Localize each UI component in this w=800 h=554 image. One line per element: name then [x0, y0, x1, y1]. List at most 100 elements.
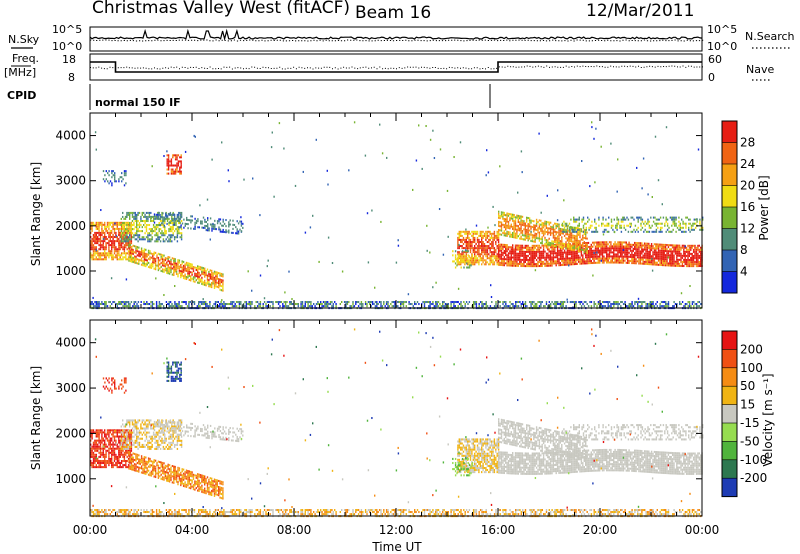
- power-cell: [539, 249, 540, 251]
- power-cell: [666, 248, 667, 250]
- power-cell: [502, 246, 503, 248]
- power-cell: [576, 227, 577, 229]
- power-cell: [550, 222, 551, 224]
- power-cell: [579, 240, 580, 242]
- power-cell: [584, 249, 585, 251]
- power-cell: [651, 243, 652, 245]
- power-cell: [657, 262, 658, 264]
- power-cell: [470, 239, 471, 241]
- power-cell: [147, 238, 148, 240]
- power-cell: [168, 228, 169, 230]
- power-cell: [637, 242, 638, 244]
- power-cell: [179, 226, 180, 228]
- power-cell: [351, 305, 352, 307]
- power-cell: [295, 303, 296, 305]
- power-cell: [96, 242, 97, 244]
- power-cell: [669, 248, 670, 250]
- power-cell: [296, 303, 297, 305]
- power-cell: [125, 252, 126, 254]
- power-cell: [461, 247, 462, 249]
- power-cell: [155, 218, 156, 220]
- power-cell: [203, 227, 204, 229]
- power-cell: [520, 251, 521, 253]
- power-cell: [523, 257, 524, 259]
- power-cell: [520, 238, 521, 240]
- power-cell: [673, 244, 674, 246]
- power-cell: [473, 303, 474, 305]
- power-cell: [103, 303, 104, 305]
- power-cell: [125, 182, 126, 184]
- power-cell: [693, 259, 694, 261]
- power-cell: [499, 244, 500, 246]
- power-cell: [540, 230, 541, 232]
- power-cell: [598, 250, 599, 252]
- power-cell: [560, 246, 561, 248]
- power-cell: [121, 236, 122, 238]
- power-cell: [628, 231, 629, 233]
- power-cell: [97, 240, 98, 242]
- power-cell: [547, 233, 548, 235]
- power-cell: [515, 235, 516, 237]
- power-cell: [656, 231, 657, 233]
- power-cell: [147, 259, 148, 261]
- power-cell: [520, 255, 521, 257]
- power-cell: [468, 241, 469, 243]
- power-cell: [554, 250, 555, 252]
- power-cell: [469, 264, 470, 266]
- power-cell: [682, 245, 683, 247]
- power-cell: [526, 247, 527, 249]
- power-cell: [565, 258, 566, 260]
- power-cell: [139, 236, 140, 238]
- power-cell: [154, 213, 155, 215]
- power-cell: [515, 265, 516, 267]
- power-cell: [168, 264, 169, 266]
- power-cell: [121, 240, 122, 242]
- power-cell: [518, 259, 519, 261]
- power-cell: [137, 220, 138, 222]
- power-cell: [112, 236, 113, 238]
- power-cell: [110, 244, 111, 246]
- power-cell: [105, 244, 106, 246]
- power-cell: [147, 212, 148, 214]
- power-cell: [568, 240, 569, 242]
- power-cell: [563, 254, 564, 256]
- power-cell: [536, 265, 537, 267]
- power-cell: [574, 221, 575, 223]
- power-cell: [203, 283, 204, 285]
- power-cell: [152, 232, 153, 234]
- power-cell: [589, 254, 590, 256]
- power-cell: [606, 243, 607, 245]
- power-cell: [574, 237, 575, 239]
- power-cell: [132, 220, 133, 222]
- power-cell: [114, 223, 115, 225]
- power-cell: [661, 264, 662, 266]
- power-cell: [140, 251, 141, 253]
- power-cell: [661, 260, 662, 262]
- power-cell: [100, 303, 101, 305]
- power-cell: [429, 303, 430, 305]
- power-cell: [474, 259, 475, 261]
- power-cell: [490, 284, 491, 286]
- power-cell: [586, 248, 587, 250]
- power-cell: [685, 253, 686, 255]
- power-cell: [498, 264, 499, 266]
- power-cell: [173, 224, 174, 226]
- power-cell: [504, 230, 505, 232]
- power-cell: [662, 262, 663, 264]
- power-cell: [529, 236, 530, 238]
- power-cell: [215, 273, 216, 275]
- power-cell: [657, 258, 658, 260]
- power-cell: [633, 262, 634, 264]
- power-cell: [178, 303, 179, 305]
- power-cell: [128, 232, 129, 234]
- power-cell: [197, 271, 198, 273]
- power-cell: [171, 234, 172, 236]
- power-cell: [547, 229, 548, 231]
- power-cell: [389, 305, 390, 307]
- power-cell: [571, 240, 572, 242]
- power-cell: [498, 244, 499, 246]
- power-cell: [203, 273, 204, 275]
- power-cell: [564, 245, 565, 247]
- power-cell: [512, 261, 513, 263]
- power-cell: [135, 226, 136, 228]
